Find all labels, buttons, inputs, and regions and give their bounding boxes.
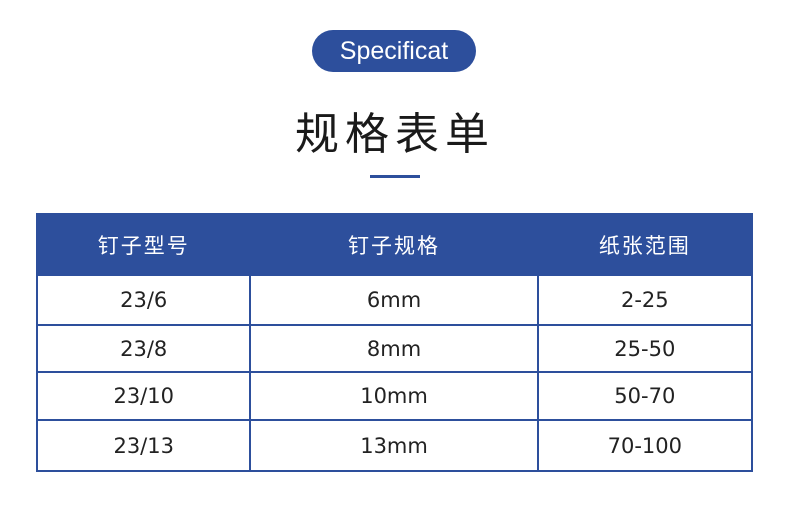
table-cell: 25-50 (536, 324, 754, 373)
header-paper-range: 纸张范围 (536, 213, 754, 276)
table-cell: 8mm (249, 324, 539, 373)
table-row: 23/10 10mm 50-70 (35, 371, 754, 421)
table-cell: 23/13 (35, 419, 252, 472)
table-cell: 50-70 (536, 371, 754, 421)
specification-badge: Specificat (312, 30, 476, 72)
page-title: 规格表单 (295, 109, 495, 160)
table-row: 23/8 8mm 25-50 (35, 324, 754, 373)
spec-table: 钉子型号 钉子规格 纸张范围 23/6 6mm 2-25 23/8 8mm 25-50 23… (35, 213, 754, 472)
table-cell: 6mm (249, 274, 539, 326)
table-cell: 13mm (249, 419, 539, 472)
table-header-row: 钉子型号 钉子规格 纸张范围 (35, 213, 754, 276)
table-cell: 23/10 (35, 371, 252, 421)
table-row: 23/6 6mm 2-25 (35, 274, 754, 326)
header-nail-size: 钉子规格 (249, 213, 539, 276)
table-cell: 23/8 (35, 324, 252, 373)
title-divider (370, 175, 420, 178)
header-nail-model: 钉子型号 (35, 213, 252, 276)
table-cell: 10mm (249, 371, 539, 421)
table-cell: 2-25 (536, 274, 754, 326)
table-cell: 70-100 (536, 419, 754, 472)
table-row: 23/13 13mm 70-100 (35, 419, 754, 472)
table-cell: 23/6 (35, 274, 252, 326)
